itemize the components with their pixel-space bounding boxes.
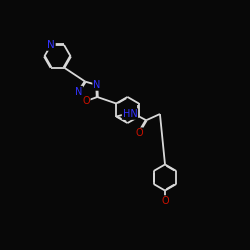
Text: HN: HN [122,109,137,119]
Text: O: O [136,128,143,138]
Text: N: N [47,40,55,50]
Text: N: N [93,80,100,90]
Text: O: O [82,96,90,106]
Text: N: N [75,86,82,97]
Text: O: O [161,196,169,206]
